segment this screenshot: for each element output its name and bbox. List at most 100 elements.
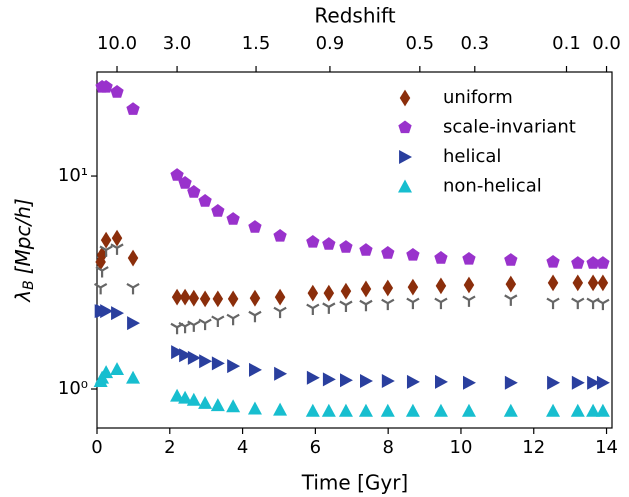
marker (323, 284, 335, 302)
marker (381, 298, 395, 311)
marker (198, 194, 212, 207)
marker (274, 366, 288, 381)
marker (547, 274, 559, 292)
marker (399, 150, 412, 164)
marker (360, 280, 372, 298)
marker (572, 274, 584, 292)
marker (596, 256, 610, 269)
marker (199, 354, 213, 369)
marker (571, 297, 585, 310)
marker (380, 403, 395, 417)
legend-label: non-helical (443, 176, 542, 197)
marker (546, 403, 561, 417)
marker (398, 179, 412, 193)
x2-tick-label: 1.5 (242, 33, 271, 54)
marker (399, 89, 411, 107)
plot-frame (96, 71, 613, 429)
marker (504, 253, 518, 266)
marker (546, 254, 560, 268)
x2-tick-label: 0.0 (592, 33, 621, 54)
marker (187, 350, 201, 365)
marker (178, 176, 192, 189)
marker (273, 306, 287, 319)
marker (198, 395, 213, 409)
marker (249, 362, 262, 377)
marker (587, 274, 599, 292)
marker (360, 374, 373, 389)
marker (407, 278, 419, 296)
x-tick-label: 10 (450, 437, 473, 458)
marker (186, 392, 201, 406)
marker (596, 298, 610, 311)
marker (126, 282, 140, 295)
x-tick-label: 6 (310, 437, 321, 458)
marker (547, 375, 561, 390)
marker (461, 403, 476, 417)
marker (435, 277, 447, 295)
marker (111, 229, 123, 247)
marker (434, 251, 448, 264)
marker (359, 243, 373, 256)
marker (307, 284, 319, 302)
legend-label: scale-invariant (443, 117, 576, 138)
marker (597, 274, 609, 292)
marker (586, 297, 600, 310)
marker (273, 228, 287, 242)
x2-tick-label: 0.3 (460, 33, 489, 54)
marker (99, 365, 114, 379)
marker (586, 256, 600, 269)
marker (127, 316, 141, 331)
x2-tick-label: 3.0 (163, 33, 192, 54)
marker (546, 297, 560, 310)
marker (570, 403, 585, 417)
marker (504, 294, 518, 306)
marker (171, 288, 183, 306)
marker (211, 356, 225, 371)
marker (462, 295, 476, 307)
marker (100, 304, 114, 319)
marker (306, 235, 320, 248)
marker (306, 370, 320, 385)
marker (503, 403, 518, 417)
marker (199, 290, 211, 308)
y-tick-label: 10¹ (58, 165, 88, 186)
marker (339, 300, 353, 313)
y-label-symbol: λ (11, 290, 35, 303)
x-tick-label: 0 (91, 437, 102, 458)
marker (188, 289, 200, 307)
marker (211, 204, 225, 217)
x-axis-label: Time [Gyr] (301, 471, 408, 495)
marker (100, 231, 112, 249)
marker (406, 247, 420, 261)
marker (248, 310, 262, 323)
marker (127, 249, 139, 267)
marker (226, 399, 241, 413)
marker (227, 359, 241, 374)
marker (273, 402, 288, 416)
marker (226, 313, 240, 326)
marker (587, 375, 601, 390)
y-label-unit: [Mpc/h] (11, 198, 35, 274)
marker (433, 403, 448, 417)
marker (187, 185, 201, 198)
marker (462, 251, 476, 265)
marker (359, 299, 373, 312)
marker (322, 372, 336, 387)
x2-axis-label: Redshift (314, 4, 395, 28)
marker (405, 403, 420, 417)
marker (210, 398, 225, 412)
marker (463, 276, 475, 294)
marker (170, 388, 185, 402)
marker (171, 345, 185, 360)
marker (382, 279, 394, 297)
x2-tick-label: 0.5 (406, 33, 435, 54)
marker (406, 297, 420, 310)
marker (322, 302, 336, 314)
marker (126, 370, 141, 384)
marker (595, 403, 610, 417)
marker (179, 288, 191, 306)
legend-label: uniform (443, 87, 513, 108)
marker (463, 375, 476, 390)
marker (596, 375, 610, 390)
marker (338, 403, 353, 417)
